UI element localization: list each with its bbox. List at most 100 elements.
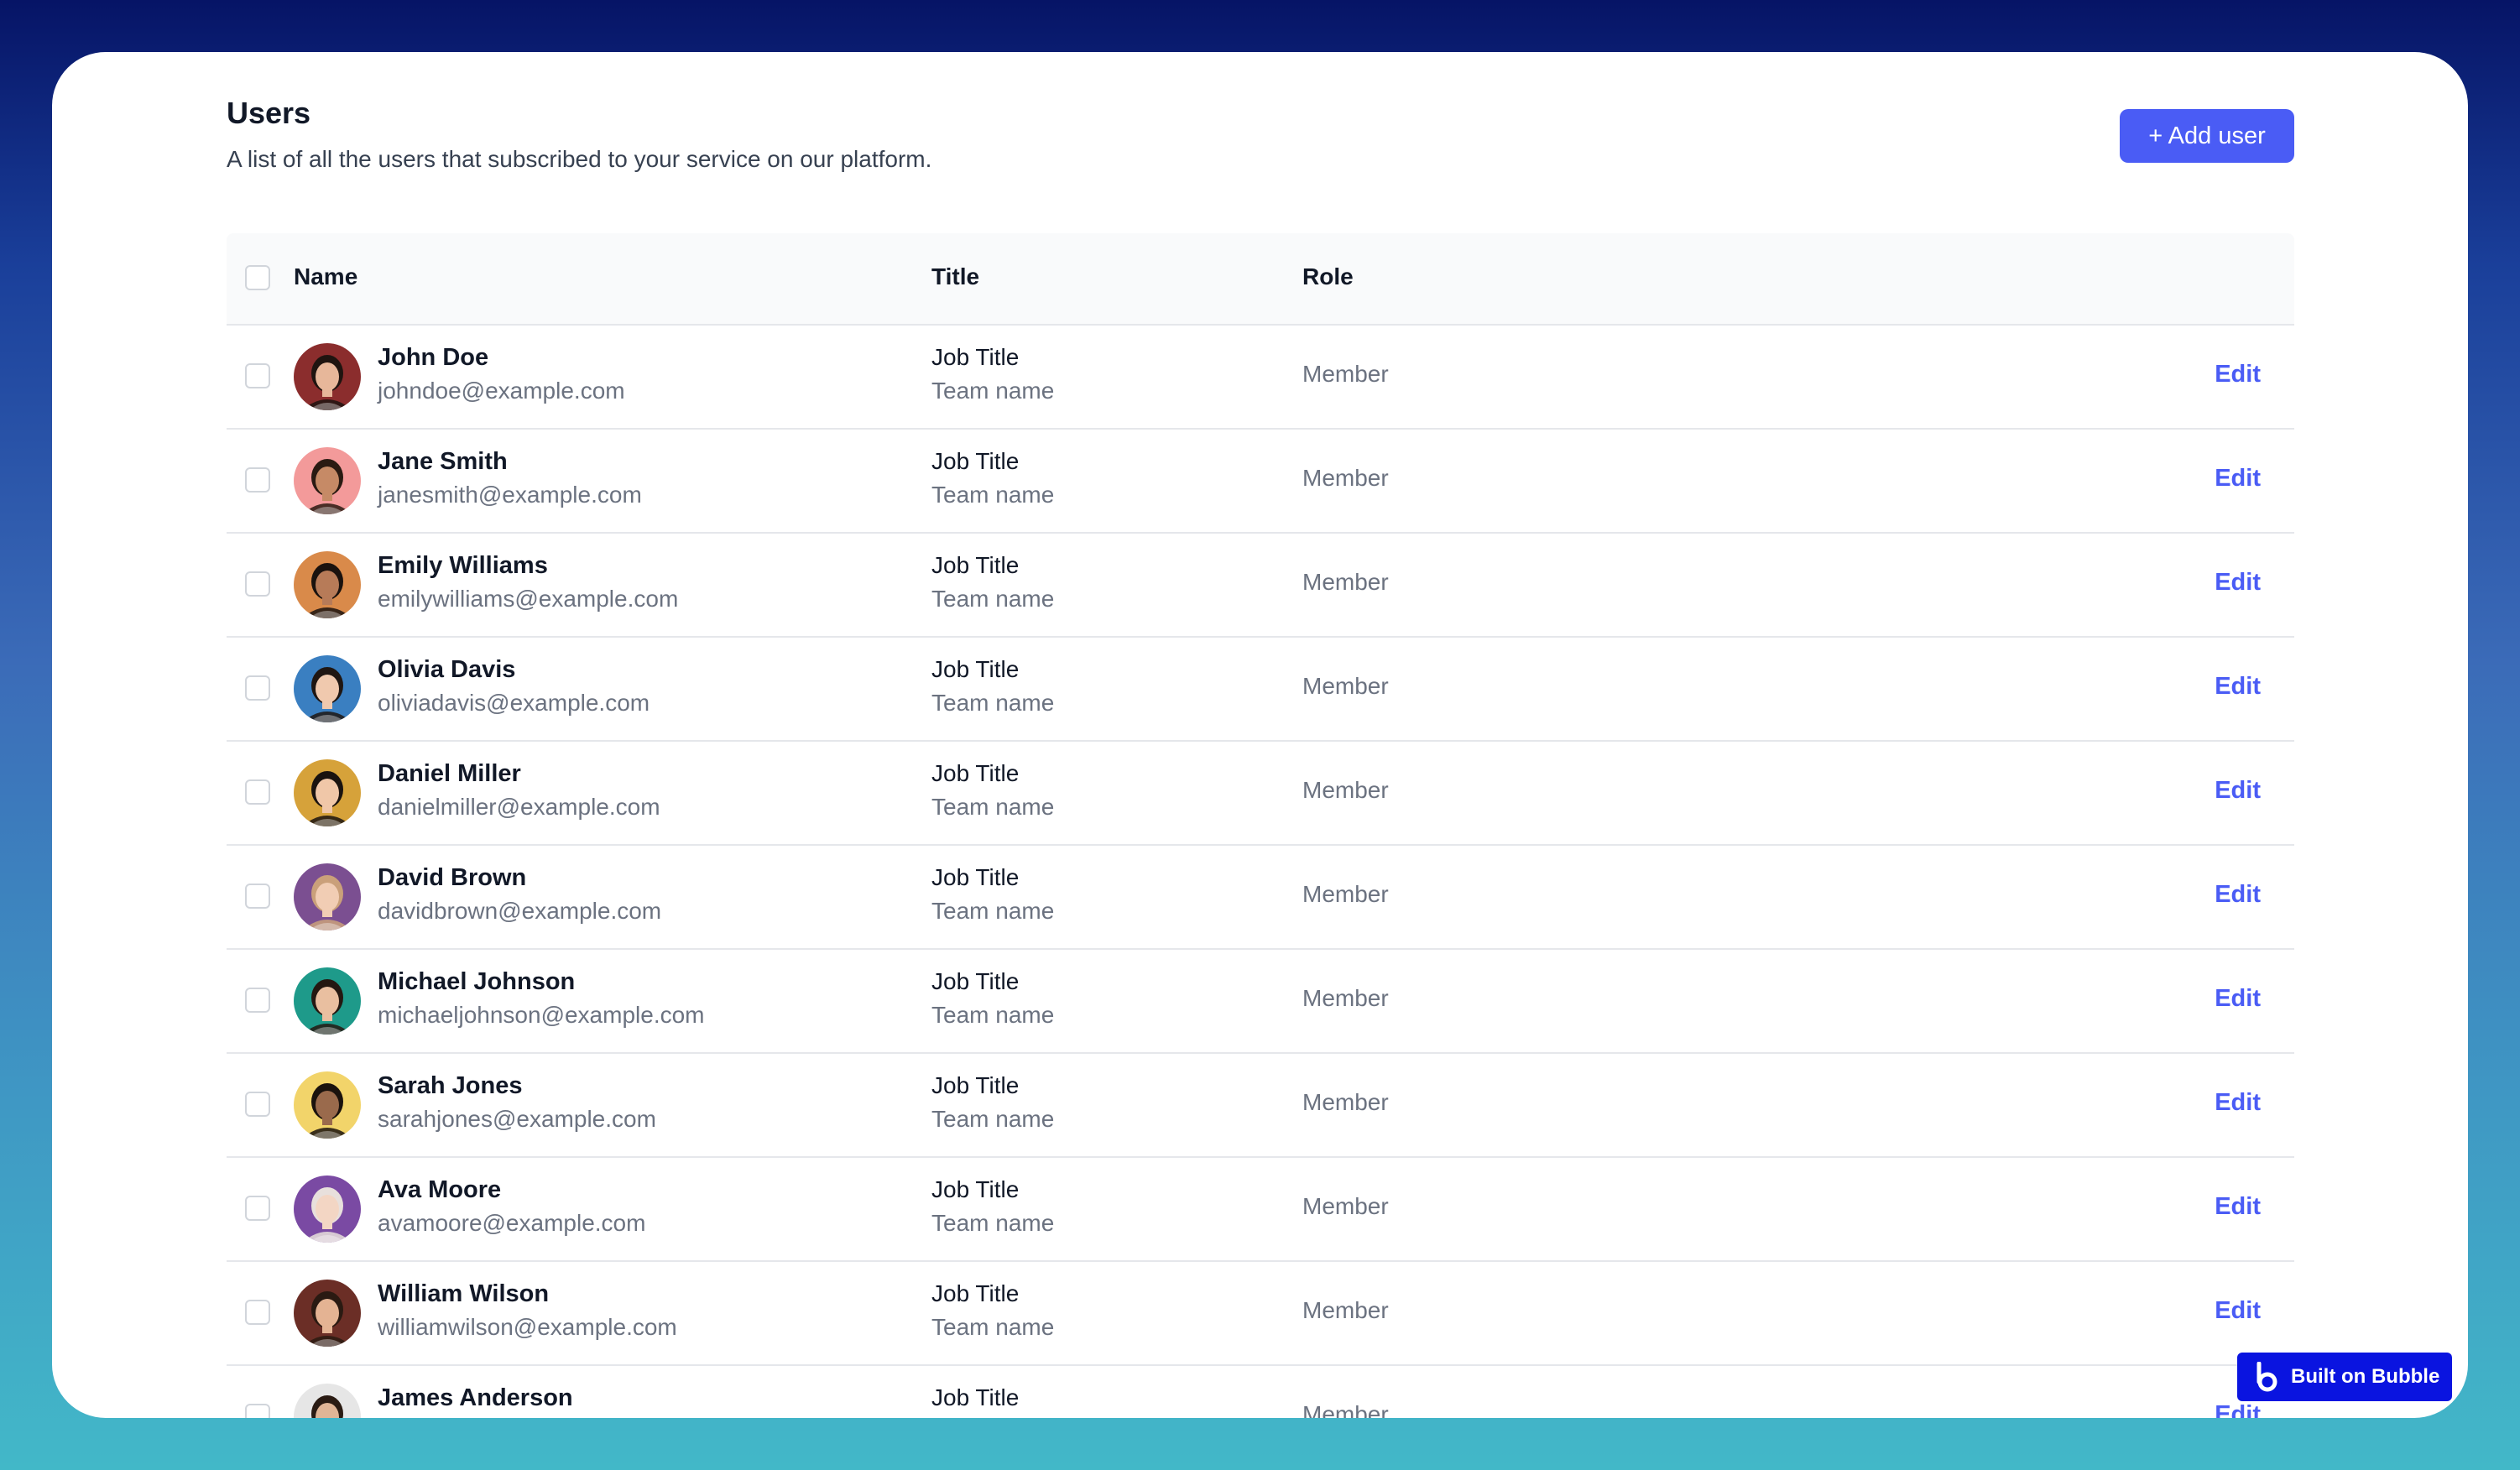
table-row: Michael Johnson michaeljohnson@example.c… [227,950,2294,1054]
team-name: Team name [931,898,1055,924]
user-role: Member [1302,1401,1389,1418]
row-checkbox[interactable] [245,675,270,701]
column-header-name: Name [294,263,358,289]
user-name: Daniel Miller [378,760,521,787]
team-name: Team name [931,378,1055,404]
user-name: James Anderson [378,1384,573,1411]
row-checkbox[interactable] [245,1196,270,1221]
badge-label: Built on Bubble [2291,1365,2440,1388]
row-checkbox[interactable] [245,1092,270,1117]
user-role: Member [1302,985,1389,1011]
user-email: davidbrown@example.com [378,898,662,924]
user-role: Member [1302,1297,1389,1323]
row-checkbox[interactable] [245,1404,270,1418]
edit-link[interactable]: Edit [2215,777,2261,804]
row-checkbox[interactable] [245,779,270,805]
select-all-checkbox[interactable] [245,265,270,290]
edit-link[interactable]: Edit [2215,1193,2261,1220]
table-header: Name Title Role [227,233,2294,326]
avatar [294,1175,361,1243]
avatar [294,1384,361,1418]
job-title: Job Title [931,1176,1020,1202]
job-title: Job Title [931,344,1020,370]
row-checkbox[interactable] [245,884,270,909]
avatar [294,655,361,722]
users-table: Name Title Role John Doe johndoe@example… [227,233,2294,1418]
user-role: Member [1302,465,1389,491]
user-email: williamwilson@example.com [378,1314,677,1340]
user-email: johndoe@example.com [378,378,625,404]
avatar [294,863,361,930]
avatar [294,447,361,514]
edit-link[interactable]: Edit [2215,1401,2261,1418]
team-name: Team name [931,794,1055,820]
table-row: Ava Moore avamoore@example.com Job Title… [227,1158,2294,1262]
table-row: James Anderson jamesanderson@example.com… [227,1366,2294,1418]
user-role: Member [1302,1089,1389,1115]
row-checkbox[interactable] [245,1300,270,1325]
edit-link[interactable]: Edit [2215,985,2261,1012]
avatar [294,551,361,618]
job-title: Job Title [931,1280,1020,1306]
table-row: Emily Williams emilywilliams@example.com… [227,534,2294,638]
team-name: Team name [931,690,1055,716]
avatar [294,967,361,1035]
column-header-title: Title [931,263,980,289]
bubble-logo-icon [2257,1362,2277,1392]
users-card: Users A list of all the users that subsc… [52,52,2468,1418]
avatar [294,1071,361,1139]
row-checkbox[interactable] [245,363,270,388]
user-name: William Wilson [378,1280,550,1307]
avatar [294,1280,361,1347]
edit-link[interactable]: Edit [2215,1297,2261,1324]
user-name: Emily Williams [378,552,548,579]
user-email: emilywilliams@example.com [378,586,679,612]
job-title: Job Title [931,968,1020,994]
user-role: Member [1302,361,1389,387]
user-name: Ava Moore [378,1176,502,1203]
built-on-bubble-badge[interactable]: Built on Bubble [2237,1353,2452,1401]
user-email: danielmiller@example.com [378,794,660,820]
user-email: janesmith@example.com [378,482,642,508]
edit-link[interactable]: Edit [2215,465,2261,492]
row-checkbox[interactable] [245,988,270,1013]
team-name: Team name [931,1106,1055,1132]
team-name: Team name [931,586,1055,612]
job-title: Job Title [931,1072,1020,1098]
page-subtitle: A list of all the users that subscribed … [227,146,932,172]
edit-link[interactable]: Edit [2215,673,2261,700]
team-name: Team name [931,1002,1055,1028]
user-name: Jane Smith [378,448,508,475]
user-email: michaeljohnson@example.com [378,1002,705,1028]
row-checkbox[interactable] [245,467,270,493]
user-role: Member [1302,881,1389,907]
team-name: Team name [931,482,1055,508]
column-header-role: Role [1302,263,1354,289]
table-row: Olivia Davis oliviadavis@example.com Job… [227,638,2294,742]
add-user-button[interactable]: + Add user [2120,109,2294,163]
team-name: Team name [931,1314,1055,1340]
table-row: Daniel Miller danielmiller@example.com J… [227,742,2294,846]
table-body: John Doe johndoe@example.com Job Title T… [227,326,2294,1418]
avatar [294,343,361,410]
user-name: Michael Johnson [378,968,576,995]
edit-link[interactable]: Edit [2215,1089,2261,1116]
table-row: David Brown davidbrown@example.com Job T… [227,846,2294,950]
job-title: Job Title [931,864,1020,890]
user-email: avamoore@example.com [378,1210,646,1236]
edit-link[interactable]: Edit [2215,881,2261,908]
user-email: sarahjones@example.com [378,1106,656,1132]
user-name: John Doe [378,344,489,371]
avatar [294,759,361,826]
job-title: Job Title [931,1384,1020,1410]
edit-link[interactable]: Edit [2215,569,2261,596]
edit-link[interactable]: Edit [2215,361,2261,388]
team-name: Team name [931,1210,1055,1236]
page-title: Users [227,96,311,130]
job-title: Job Title [931,760,1020,786]
user-name: David Brown [378,864,527,891]
row-checkbox[interactable] [245,571,270,597]
user-name: Olivia Davis [378,656,516,683]
job-title: Job Title [931,448,1020,474]
job-title: Job Title [931,656,1020,682]
